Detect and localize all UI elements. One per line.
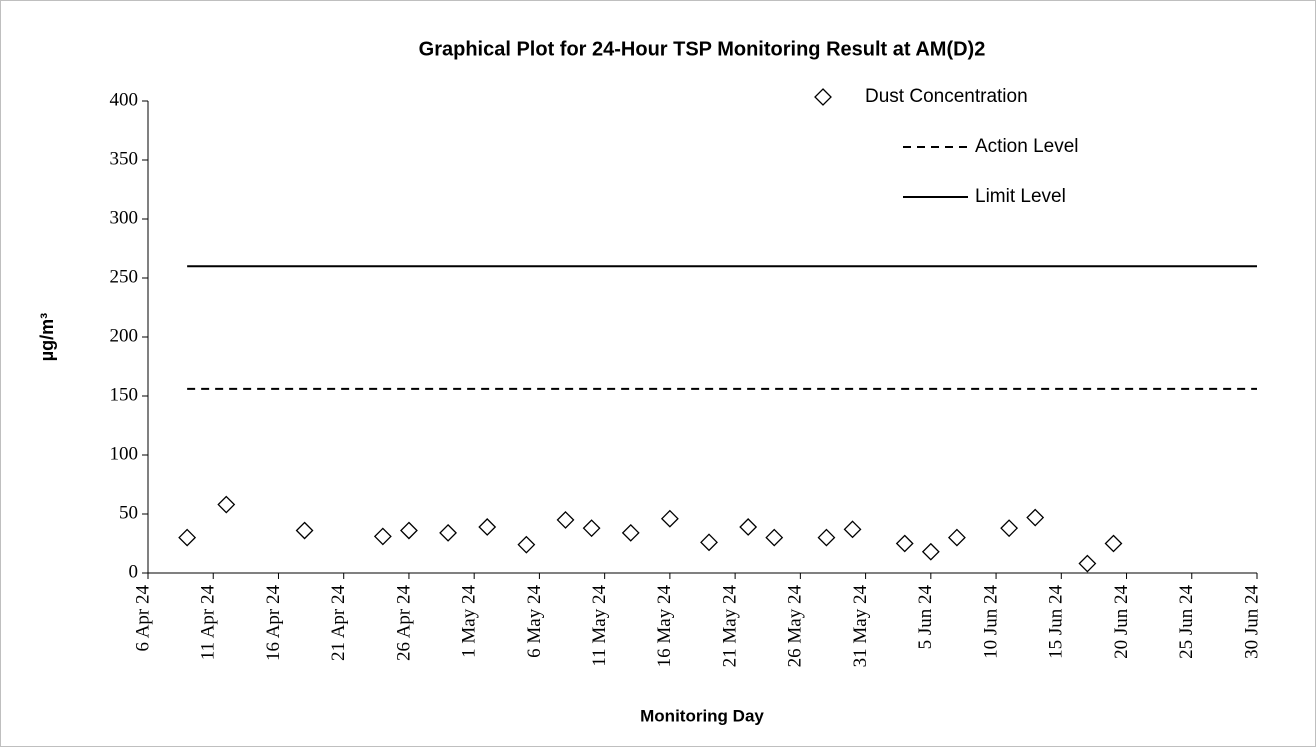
x-axis-label: Monitoring Day [640,706,764,725]
x-tick-label: 21 May 24 [719,585,740,668]
x-tick-label: 10 Jun 24 [980,585,1001,659]
data-point [765,528,784,547]
x-tick-label: 5 Jun 24 [915,585,936,650]
data-point [660,509,679,528]
data-point [373,527,392,546]
data-point [439,523,458,542]
data-point [817,528,836,547]
data-point [178,528,197,547]
x-tick-label: 11 May 24 [589,585,610,667]
data-point [739,518,758,536]
x-tick-label: 16 May 24 [654,585,675,668]
y-tick-label: 0 [129,561,139,582]
y-tick-label: 200 [110,325,139,346]
data-point [582,519,601,538]
legend-label: Dust Concentration [865,86,1028,107]
data-point [478,518,497,536]
y-tick-label: 350 [110,148,139,169]
legend-label: Action Level [975,136,1079,157]
y-tick-label: 100 [110,443,139,464]
x-tick-label: 16 Apr 24 [263,585,284,662]
x-tick-label: 6 May 24 [524,585,545,658]
data-point [1000,519,1019,538]
data-point [1078,554,1097,573]
data-point [556,510,575,529]
data-point [517,535,536,554]
data-point [621,523,640,542]
y-tick-label: 250 [110,266,139,287]
x-tick-label: 20 Jun 24 [1111,585,1132,659]
y-axis-label: µg/m³ [37,313,57,361]
data-point [700,533,718,552]
data-point [1026,508,1045,527]
data-point [843,520,862,539]
data-point [895,534,914,553]
data-point [1104,534,1123,553]
y-tick-label: 50 [119,502,138,523]
x-tick-label: 6 Apr 24 [132,585,153,652]
data-point [295,521,314,540]
x-tick-label: 26 Apr 24 [393,585,414,662]
legend-label: Limit Level [975,186,1066,207]
x-tick-label: 15 Jun 24 [1046,585,1067,659]
data-point [217,495,236,514]
data-point [947,528,966,547]
legend-marker [814,88,832,106]
chart-title: Graphical Plot for 24-Hour TSP Monitorin… [419,38,986,60]
y-tick-label: 150 [110,384,139,405]
data-point [921,542,940,561]
data-point [400,521,418,540]
x-tick-label: 26 May 24 [785,585,806,668]
x-tick-label: 25 Jun 24 [1176,585,1197,659]
x-tick-label: 30 Jun 24 [1241,585,1262,659]
x-tick-label: 21 Apr 24 [328,585,349,662]
y-tick-label: 300 [110,207,139,228]
x-tick-label: 31 May 24 [850,585,871,668]
x-tick-label: 1 May 24 [459,585,480,658]
y-tick-label: 400 [110,89,139,110]
x-tick-label: 11 Apr 24 [198,585,219,661]
